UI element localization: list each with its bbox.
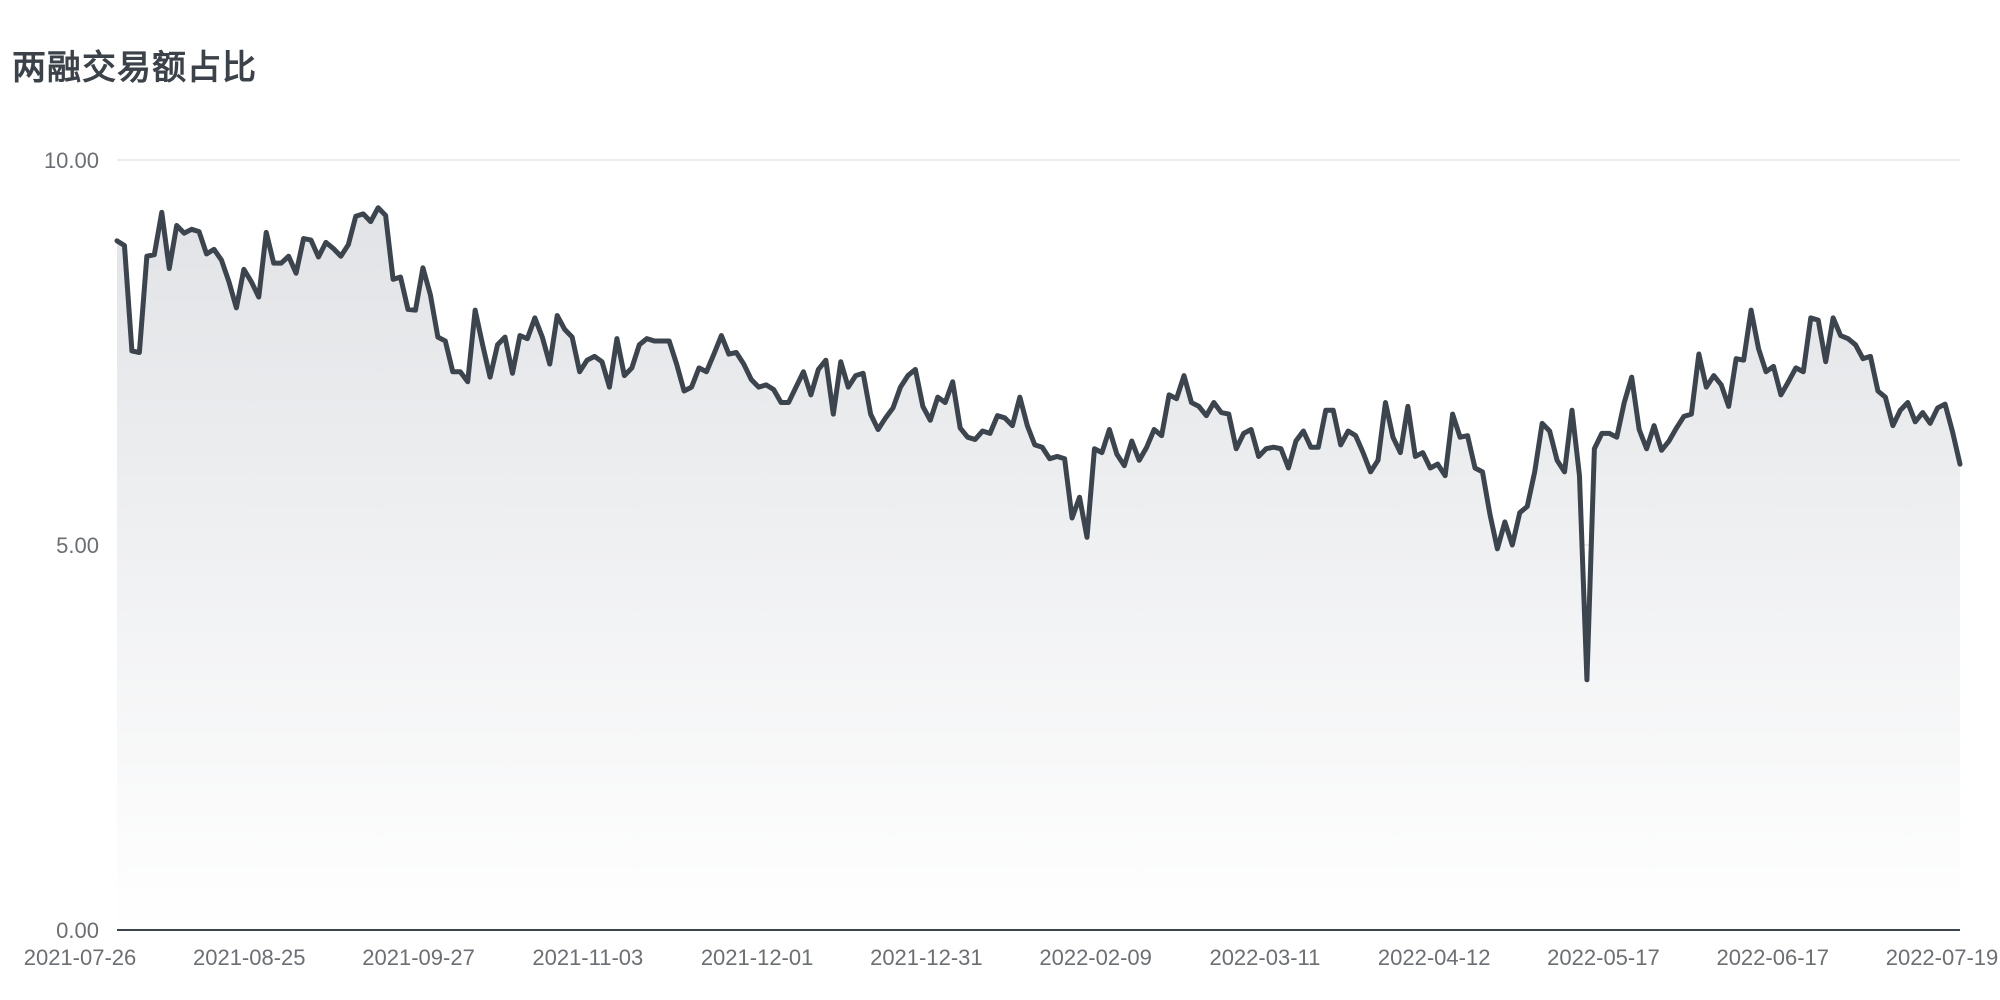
x-tick-label: 2022-06-17 [1716,945,1829,970]
y-tick-label: 5.00 [56,533,99,558]
x-tick-label: 2022-07-19 [1886,945,1999,970]
x-tick-label: 2022-04-12 [1378,945,1491,970]
x-axis-ticks: 2021-07-26 2021-08-25 2021-09-27 2021-11-03… [24,945,1999,970]
x-tick-label: 2022-03-11 [1209,945,1320,970]
x-tick-label: 2022-05-17 [1547,945,1660,970]
x-tick-label: 2021-09-27 [362,945,475,970]
y-axis-ticks: 0.00 5.00 10.00 [44,148,99,943]
series-area [117,207,1960,931]
x-tick-label: 2021-12-01 [701,945,814,970]
x-tick-label: 2021-12-31 [870,945,983,970]
y-tick-label: 10.00 [44,148,99,173]
y-tick-label: 0.00 [56,918,99,943]
x-tick-label: 2021-07-26 [24,945,137,970]
x-tick-label: 2021-08-25 [193,945,306,970]
chart-title: 两融交易额占比 [12,48,257,88]
x-tick-label: 2022-02-09 [1039,945,1152,970]
series-line [114,205,1963,683]
x-tick-label: 2021-11-03 [532,945,643,970]
